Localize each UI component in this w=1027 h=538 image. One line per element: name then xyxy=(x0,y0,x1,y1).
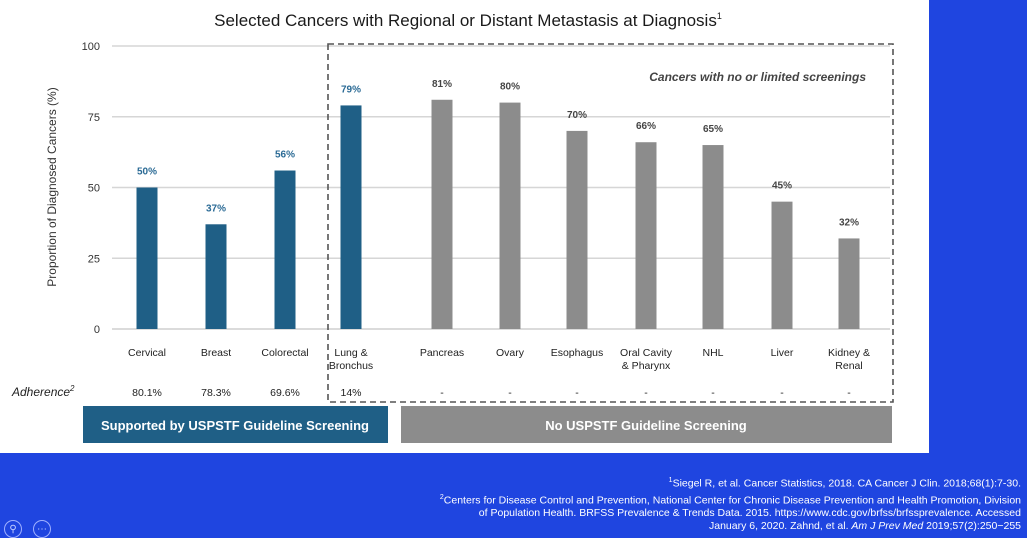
bar xyxy=(702,145,724,329)
zoom-icon[interactable]: ⚲ xyxy=(4,520,22,538)
y-tick-label: 75 xyxy=(88,112,100,124)
bar xyxy=(635,142,657,329)
bar xyxy=(205,224,227,329)
legend-supported-banner xyxy=(83,406,388,443)
chart: Selected Cancers with Regional or Distan… xyxy=(11,11,894,443)
category-label: Lung & Bronchus xyxy=(329,347,373,372)
no-screening-box xyxy=(327,43,894,403)
category-label: Liver xyxy=(771,347,794,359)
chart-title: Selected Cancers with Regional or Distan… xyxy=(214,11,722,30)
legend-none-label: No USPSTF Guideline Screening xyxy=(545,418,747,433)
bar xyxy=(838,238,860,329)
category-label: Ovary xyxy=(496,347,525,359)
data-label: 81% xyxy=(432,79,452,90)
category-label: Oral Cavity & Pharynx xyxy=(620,347,673,372)
bar xyxy=(431,99,453,330)
legend-supported-label: Supported by USPSTF Guideline Screening xyxy=(101,418,369,433)
category-label: Kidney & Renal xyxy=(828,347,870,372)
data-label: 50% xyxy=(137,167,157,178)
bars xyxy=(136,99,860,330)
adherence-value: 69.6% xyxy=(270,387,300,399)
data-label: 79% xyxy=(341,84,361,95)
adherence-value: - xyxy=(575,387,579,399)
legend-none-banner xyxy=(401,406,892,443)
adherence-value: 80.1% xyxy=(132,387,162,399)
data-labels: 50% 37% 56% 79% 81% 80% 70% 66% 65% 45% 32% xyxy=(137,79,859,229)
reference-2-cont: of Population Health. BRFSS Prevalence &… xyxy=(478,507,1021,519)
reference-1: 1Siegel R, et al. Cancer Statistics, 201… xyxy=(668,477,1021,490)
y-axis-label: Proportion of Diagnosed Cancers (%) xyxy=(45,87,59,286)
y-tick-label: 25 xyxy=(88,253,100,265)
bar xyxy=(499,102,521,329)
data-label: 56% xyxy=(275,150,295,161)
adherence-value: - xyxy=(711,387,715,399)
adherence-value: - xyxy=(847,387,851,399)
category-label: Cervical xyxy=(128,347,166,359)
slide: Selected Cancers with Regional or Distan… xyxy=(0,0,929,453)
category-label: Colorectal xyxy=(261,347,308,359)
y-axis-ticks: 0 25 50 75 100 xyxy=(82,41,100,336)
data-label: 45% xyxy=(772,181,792,192)
bar xyxy=(771,201,793,329)
data-label: 70% xyxy=(567,110,587,121)
data-label: 32% xyxy=(839,217,859,228)
y-tick-label: 100 xyxy=(82,41,100,53)
adherence-value: 14% xyxy=(340,387,361,399)
adherence-value: - xyxy=(508,387,512,399)
adherence-label: Adherence2 xyxy=(11,384,75,399)
y-tick-label: 0 xyxy=(94,324,100,336)
category-label: Breast xyxy=(201,347,231,359)
bar xyxy=(566,130,588,329)
more-icon[interactable]: ⋯ xyxy=(33,520,51,538)
reference-2-cont2: January 6, 2020. Zahnd, et al. Am J Prev… xyxy=(708,520,1021,532)
footer-references: 1Siegel R, et al. Cancer Statistics, 201… xyxy=(261,474,1021,533)
y-tick-label: 50 xyxy=(88,183,100,195)
adherence-value: 78.3% xyxy=(201,387,231,399)
bar xyxy=(136,187,158,329)
data-label: 65% xyxy=(703,124,723,135)
bar xyxy=(274,170,296,329)
category-label: Pancreas xyxy=(420,347,464,359)
adherence-value: - xyxy=(780,387,784,399)
data-label: 80% xyxy=(500,82,520,93)
category-labels: Cervical Breast Colorectal Lung & Bronchus Pa… xyxy=(128,347,870,372)
category-label: Esophagus xyxy=(551,347,604,359)
data-label: 37% xyxy=(206,203,226,214)
bar xyxy=(340,105,362,330)
reference-2: 2Centers for Disease Control and Prevent… xyxy=(439,493,1021,507)
adherence-value: - xyxy=(644,387,648,399)
adherence-values: 80.1% 78.3% 69.6% 14% - - - - - - - xyxy=(132,387,851,399)
adherence-value: - xyxy=(440,387,444,399)
data-label: 66% xyxy=(636,121,656,132)
no-screening-annotation: Cancers with no or limited screenings xyxy=(649,70,866,84)
category-label: NHL xyxy=(702,347,723,359)
